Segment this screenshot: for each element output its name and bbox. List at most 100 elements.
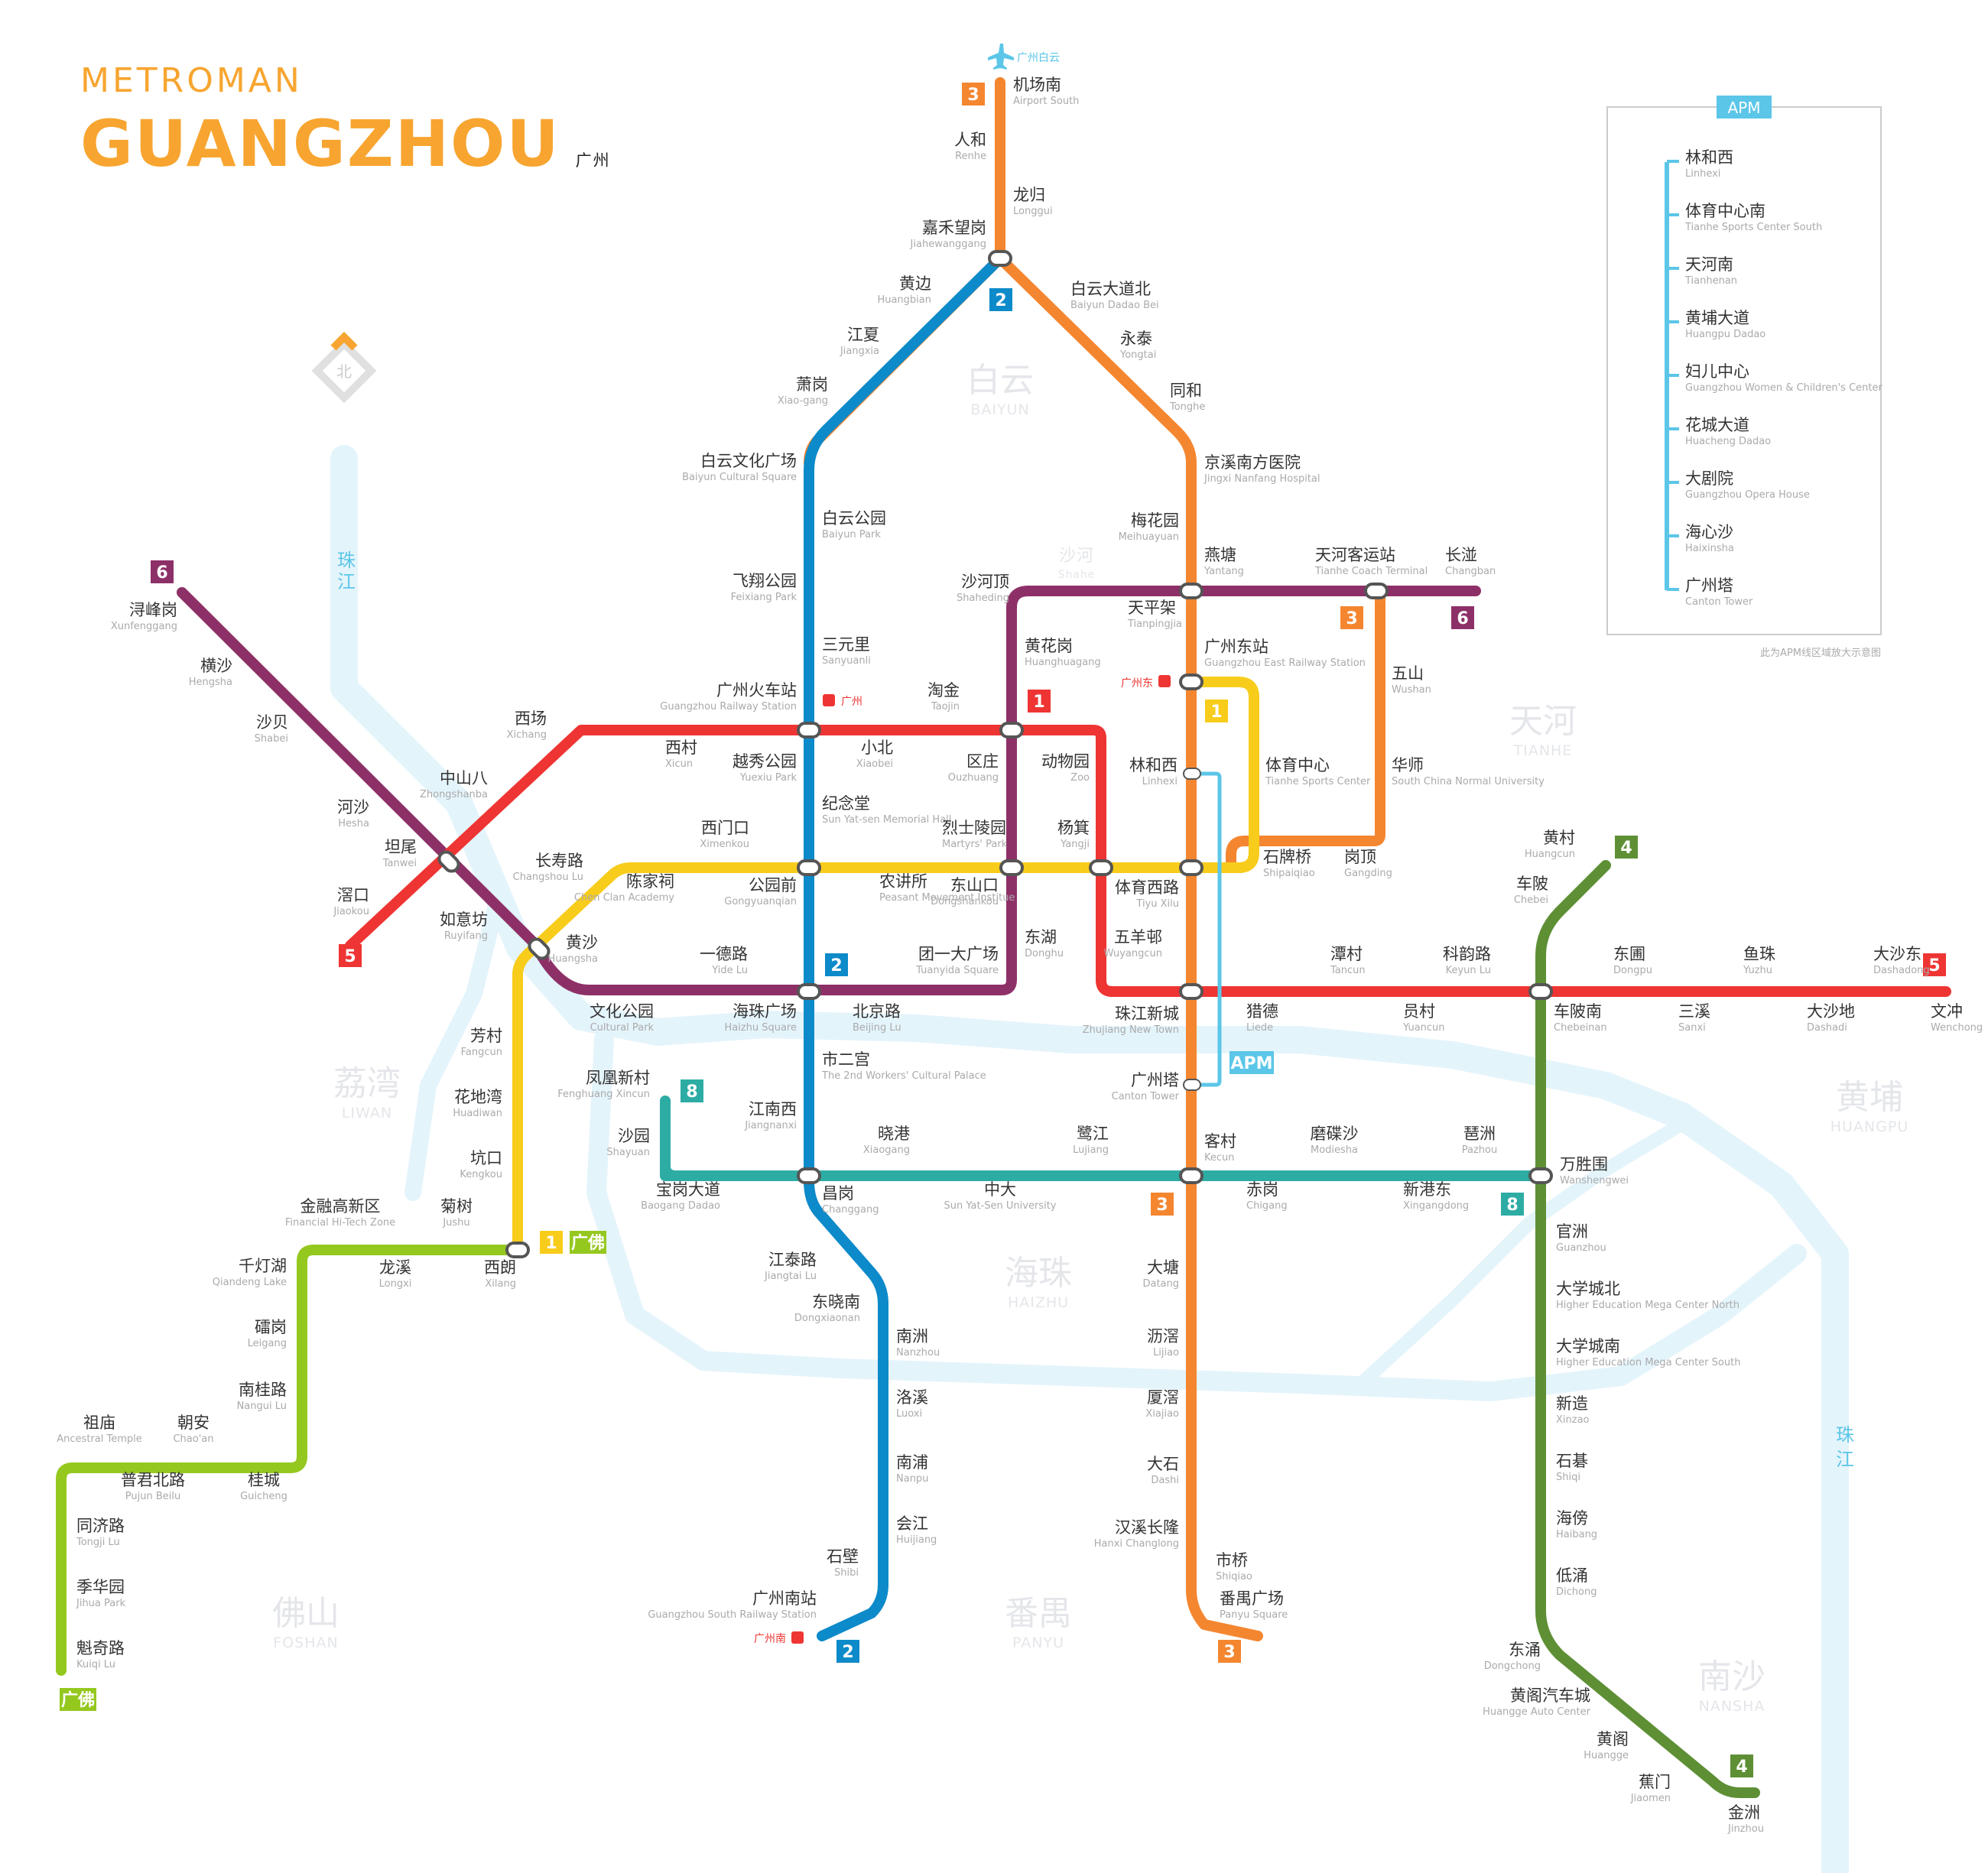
station-fenghuang-xincun[interactable]: 凤凰新村 Fenghuang Xincun — [557, 1069, 650, 1100]
station-hengsha[interactable]: 横沙 Hengsha — [189, 657, 232, 688]
station-baiyun-dadao-bei[interactable]: 白云大道北 Baiyun Dadao Bei — [1070, 280, 1159, 311]
station-wuyangcun[interactable]: 五羊邨 Wuyangcun — [1104, 928, 1162, 959]
apm-station-huangpu-dadao[interactable]: 黄埔大道 Huangpu Dadao — [1667, 309, 1765, 340]
station-huangge[interactable]: 黄阁 Huangge — [1584, 1730, 1629, 1761]
station-tancun[interactable]: 潭村 Tancun — [1330, 945, 1366, 976]
station-south-china-normal-university[interactable]: 华师 South China Normal University — [1392, 756, 1545, 787]
station-hesha[interactable]: 河沙 Hesha — [337, 798, 369, 829]
station-yuzhu[interactable]: 鱼珠 Yuzhu — [1743, 945, 1775, 976]
station-martyrs-park[interactable]: 烈士陵园 Martyrs' Park — [942, 819, 1008, 850]
apm-station-haixinsha[interactable]: 海心沙 Haixinsha — [1667, 523, 1734, 554]
station-gongyuanqian[interactable]: 公园前 Gongyuanqian — [724, 876, 797, 907]
station-feixiang-park[interactable]: 飞翔公园 Feixiang Park — [731, 572, 797, 603]
station-jiangtai-lu[interactable]: 江泰路 Jiangtai Lu — [764, 1251, 817, 1282]
station-yangji[interactable]: 杨箕 Yangji — [1057, 819, 1090, 850]
station-yantang[interactable]: 燕塘 Yantang — [1204, 546, 1244, 577]
station-haibang[interactable]: 海傍 Haibang — [1556, 1509, 1597, 1540]
station-shiqiao[interactable]: 市桥 Shiqiao — [1216, 1551, 1252, 1582]
station-jiaomen[interactable]: 蕉门 Jiaomen — [1630, 1773, 1671, 1804]
station-tuanyida-square[interactable]: 团一大广场 Tuanyida Square — [915, 945, 999, 976]
station-longgui[interactable]: 龙归 Longgui — [1013, 186, 1053, 217]
station-jihua-park[interactable]: 季华园 Jihua Park — [76, 1578, 126, 1609]
station-kengkou[interactable]: 坑口 Kengkou — [460, 1149, 502, 1180]
station-jiangxia[interactable]: 江夏 Jiangxia — [840, 326, 879, 357]
station-huadiwan[interactable]: 花地湾 Huadiwan — [453, 1088, 502, 1119]
station-xunfenggang[interactable]: 浔峰岗 Xunfenggang — [111, 601, 177, 632]
station-fangcun[interactable]: 芳村 Fangcun — [461, 1027, 502, 1058]
station-higher-education-mega-center-north[interactable]: 大学城北 Higher Education Mega Center North — [1556, 1280, 1740, 1311]
station-leigang[interactable]: 礌岗 Leigang — [248, 1318, 287, 1349]
station-huangcun[interactable]: 黄村 Huangcun — [1525, 829, 1575, 860]
station-guicheng[interactable]: 桂城 Guicheng — [240, 1471, 287, 1502]
apm-station-tianhe-sports-center-south[interactable]: 体育中心南 Tianhe Sports Center South — [1667, 202, 1822, 233]
station-kuiqi-lu[interactable]: 魁奇路 Kuiqi Lu — [76, 1639, 125, 1670]
station-jiangnanxi[interactable]: 江南西 Jiangnanxi — [744, 1100, 797, 1131]
station-jiaokou[interactable]: 滘口 Jiaokou — [333, 886, 369, 917]
station-shayuan[interactable]: 沙园 Shayuan — [606, 1127, 650, 1158]
station-higher-education-mega-center-south[interactable]: 大学城南 Higher Education Mega Center South — [1556, 1337, 1740, 1368]
station-zhongshanba[interactable]: 中山八 Zhongshanba — [420, 769, 488, 800]
station-tongji-lu[interactable]: 同济路 Tongji Lu — [76, 1517, 125, 1548]
station-huanghuagang[interactable]: 黄花岗 Huanghuagang — [1025, 637, 1101, 668]
station-dongshankou[interactable]: 东山口 Dongshankou — [931, 876, 999, 907]
station-yide-lu[interactable]: 一德路 Yide Lu — [700, 945, 748, 976]
station-tianhe-coach-terminal[interactable]: 天河客运站 Tianhe Coach Terminal — [1314, 546, 1428, 577]
station-changshou-lu[interactable]: 长寿路 Changshou Lu — [513, 852, 583, 883]
station-pujun-beilu[interactable]: 普君北路 Pujun Beilu — [121, 1471, 185, 1502]
station-shiqi[interactable]: 石碁 Shiqi — [1556, 1452, 1588, 1483]
station-wanshengwei[interactable]: 万胜围 Wanshengwei — [1560, 1155, 1629, 1186]
station-dongpu[interactable]: 东圃 Dongpu — [1613, 945, 1652, 976]
station-qiandeng-lake[interactable]: 千灯湖 Qiandeng Lake — [213, 1257, 287, 1288]
station-shipaiqiao[interactable]: 石牌桥 Shipaiqiao — [1263, 848, 1315, 879]
